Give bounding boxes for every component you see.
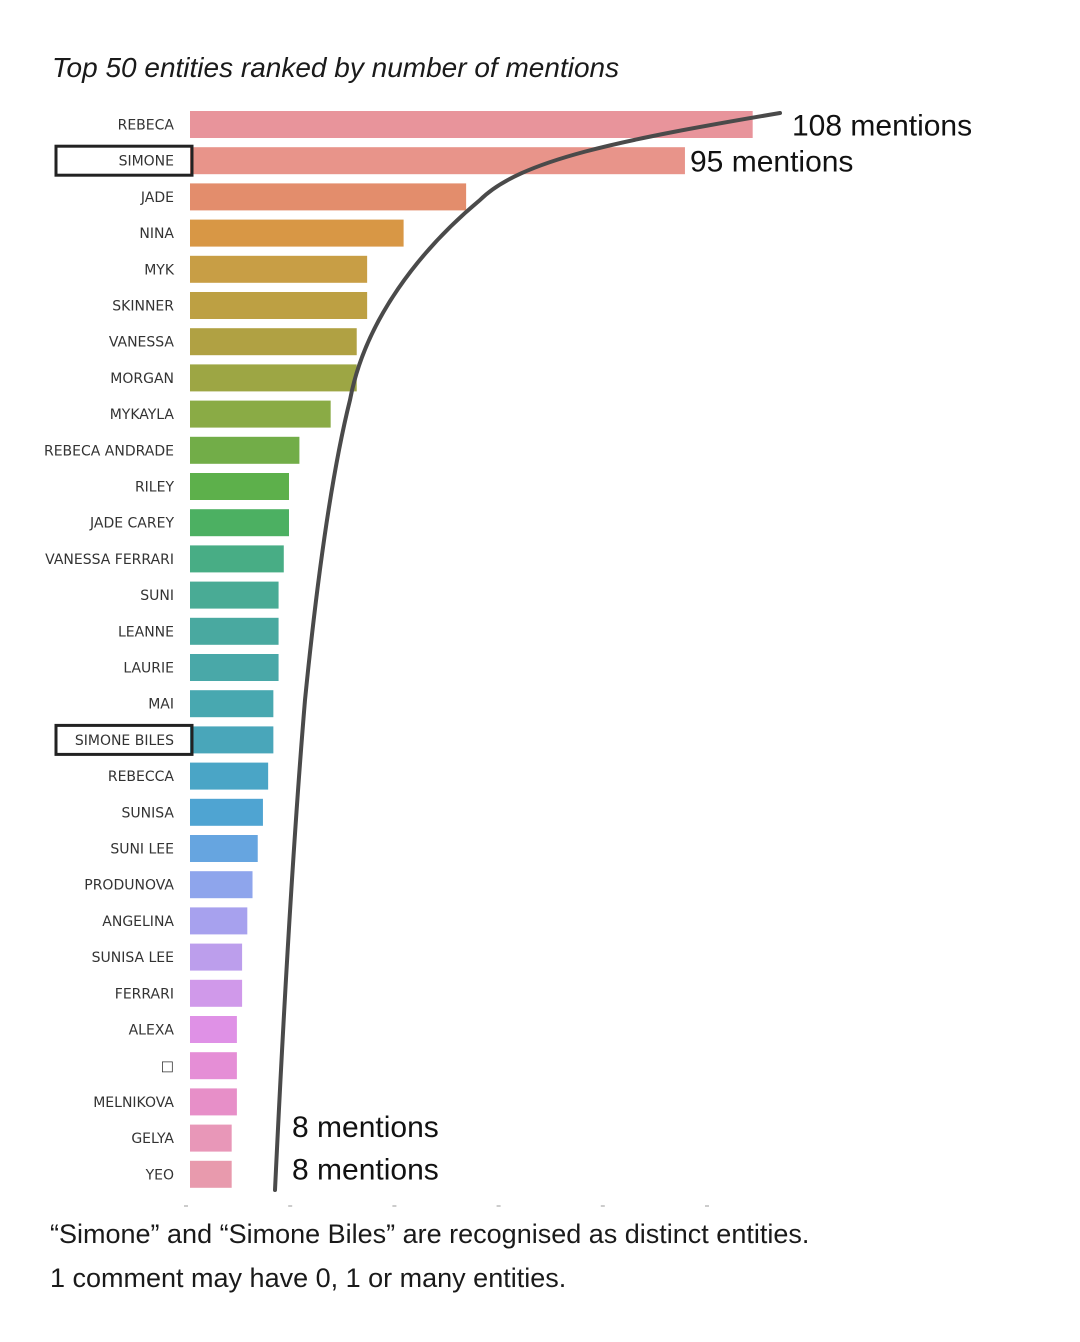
category-label-jade-2: JADE: [140, 190, 174, 206]
category-label-rebeca-andrade-9: REBECA ANDRADE: [44, 443, 174, 459]
chart-title: Top 50 entities ranked by number of ment…: [52, 52, 619, 83]
category-label-ferrari-24: FERRARI: [115, 986, 174, 1002]
bar-simone-biles-17: [190, 726, 274, 754]
bar-melnikova-27: [190, 1088, 237, 1116]
category-label-melnikova-27: MELNIKOVA: [93, 1095, 174, 1111]
category-label-riley-10: RILEY: [135, 480, 175, 496]
category-label-rebecca-18: REBECCA: [108, 769, 175, 785]
bar-mykayla-8: [190, 400, 331, 428]
bar-simone-1: [190, 147, 685, 175]
bar-yeo-29: [190, 1160, 232, 1188]
category-label-simone-biles-17: SIMONE BILES: [75, 733, 174, 749]
bar-nina-3: [190, 219, 404, 247]
bar-unnamed-26: [190, 1052, 237, 1080]
category-label-mykayla-8: MYKAYLA: [110, 407, 175, 423]
bar-angelina-22: [190, 907, 248, 935]
category-label-alexa-25: ALEXA: [129, 1023, 175, 1039]
category-label-sunisa-19: SUNISA: [122, 805, 175, 821]
bar-skinner-5: [190, 292, 368, 319]
category-label-leanne-14: LEANNE: [118, 624, 174, 640]
category-label-angelina-22: ANGELINA: [102, 914, 174, 930]
bar-riley-10: [190, 473, 289, 500]
category-label-simone-1: SIMONE: [119, 154, 174, 170]
highlight-box-simone: [54, 144, 194, 177]
annotation-simone: 95 mentions: [690, 146, 853, 179]
category-label-produnova-21: PRODUNOVA: [84, 878, 174, 894]
bar-ferrari-24: [190, 979, 243, 1007]
category-label-sunisa-lee-23: SUNISA LEE: [92, 950, 174, 966]
category-label-unnamed-26: □: [161, 1059, 174, 1075]
bar-jade-2: [190, 183, 467, 211]
footnote-entities-per-comment: 1 comment may have 0, 1 or many entities…: [50, 1263, 567, 1293]
bar-produnova-21: [190, 871, 253, 899]
bar-myk-4: [190, 255, 368, 283]
category-label-skinner-5: SKINNER: [112, 299, 174, 315]
category-label-morgan-7: MORGAN: [110, 371, 174, 387]
annotation-gelya: 8 mentions: [292, 1111, 439, 1144]
bar-vanessa-ferrari-12: [190, 545, 284, 573]
bar-laurie-15: [190, 654, 279, 681]
bars-group: [190, 111, 753, 1188]
bar-rebeca-andrade-9: [190, 436, 300, 464]
category-label-rebeca-0: REBECA: [118, 118, 175, 134]
category-label-vanessa-6: VANESSA: [109, 335, 175, 351]
bar-sunisa-19: [190, 798, 263, 826]
annotation-curve: [273, 111, 782, 1192]
category-labels-group: REBECA SIMONE JADE NINA MYK SKINNER VANESSA MOR…: [44, 118, 175, 1184]
bar-suni-13: [190, 581, 279, 609]
bar-rebecca-18: [190, 762, 269, 790]
category-label-myk-4: MYK: [144, 262, 175, 278]
category-label-mai-16: MAI: [148, 697, 174, 713]
highlight-boxes-group: [54, 144, 194, 756]
category-label-suni-lee-20: SUNI LEE: [110, 842, 174, 858]
category-label-jade-carey-11: JADE CAREY: [89, 516, 174, 532]
annotation-yeo: 8 mentions: [292, 1153, 439, 1186]
bar-sunisa-lee-23: [190, 943, 243, 971]
annotation-rebeca: 108 mentions: [792, 110, 972, 143]
highlight-box-simone-biles: [54, 723, 194, 756]
category-label-nina-3: NINA: [139, 226, 174, 242]
category-label-laurie-15: LAURIE: [123, 661, 174, 677]
bar-gelya-28: [190, 1124, 232, 1152]
bar-mai-16: [190, 690, 274, 718]
bar-suni-lee-20: [190, 835, 258, 862]
bar-vanessa-6: [190, 328, 357, 356]
bar-jade-carey-11: [190, 509, 289, 537]
bar-morgan-7: [190, 364, 357, 392]
bar-alexa-25: [190, 1016, 237, 1043]
category-label-vanessa-ferrari-12: VANESSA FERRARI: [45, 552, 174, 568]
category-label-gelya-28: GELYA: [131, 1131, 174, 1147]
category-label-suni-13: SUNI: [140, 588, 174, 604]
category-label-yeo-29: YEO: [145, 1167, 174, 1183]
bar-leanne-14: [190, 617, 279, 645]
footnote-distinct-entities: “Simone” and “Simone Biles” are recognis…: [50, 1219, 810, 1249]
